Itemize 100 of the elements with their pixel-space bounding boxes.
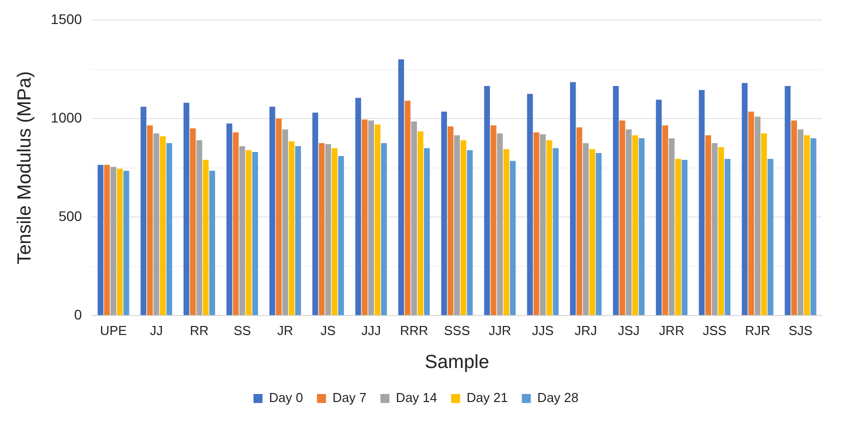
bar [656, 100, 662, 316]
x-tick-label: JJS [532, 322, 554, 338]
bar [748, 112, 754, 316]
bar [209, 170, 216, 316]
bar [460, 140, 466, 316]
bar [527, 94, 533, 316]
bar [98, 164, 104, 316]
bar [424, 148, 430, 316]
x-tick-label: SSS [444, 322, 470, 338]
bar [282, 129, 288, 316]
x-tick-label: RJR [744, 322, 770, 338]
bar [466, 150, 473, 316]
bar [184, 102, 190, 316]
x-tick-label: UPE [100, 322, 128, 338]
bar [484, 86, 490, 316]
bar [110, 166, 116, 316]
x-tick-label: JJJ [361, 322, 381, 338]
bar [454, 135, 460, 316]
legend-label: Day 28 [537, 390, 579, 406]
bar [153, 133, 160, 316]
legend-label: Day 7 [332, 390, 366, 406]
bar [490, 125, 496, 316]
x-tick-label: JJ [150, 322, 163, 338]
bar [104, 164, 110, 316]
x-tick-label: JSS [702, 322, 727, 338]
x-tick-label: JJR [488, 322, 512, 338]
bar [540, 134, 546, 316]
bar [810, 138, 816, 316]
bar [338, 156, 344, 316]
bar [123, 170, 130, 316]
bar [362, 120, 368, 316]
bar [754, 116, 760, 316]
bar [612, 86, 619, 316]
bar [503, 149, 510, 316]
bar [712, 143, 718, 316]
bar [411, 121, 417, 316]
bar [804, 135, 810, 316]
bar [768, 158, 774, 316]
bar [705, 135, 712, 316]
bar [552, 148, 559, 316]
x-tick-label: JS [320, 322, 336, 338]
bar [761, 133, 767, 316]
bar [269, 106, 276, 316]
bar [662, 125, 668, 316]
bar [252, 152, 258, 316]
legend-label: Day 14 [396, 390, 438, 406]
legend-label: Day 0 [269, 390, 303, 406]
bar [784, 86, 791, 316]
bar [381, 143, 387, 316]
bar [246, 150, 252, 316]
bar [675, 158, 682, 316]
bar [332, 148, 338, 316]
bar [404, 100, 410, 316]
bar [160, 136, 166, 316]
x-tick-label: JRJ [574, 322, 597, 338]
bar [202, 160, 209, 316]
bar [798, 129, 804, 316]
bar [147, 125, 153, 316]
bar [355, 98, 362, 316]
x-tick-label: JSJ [618, 322, 640, 338]
bar [312, 112, 318, 316]
x-tick-label: SJS [788, 322, 813, 338]
bar [546, 140, 552, 316]
bar [166, 143, 172, 316]
bar [418, 131, 424, 316]
x-axis-title: Sample [424, 352, 490, 373]
bar [232, 132, 239, 316]
bar [288, 141, 295, 316]
x-tick-label: JRR [659, 322, 684, 338]
x-tick-label: RRR [400, 322, 428, 338]
bar [497, 133, 503, 316]
bar [791, 120, 797, 316]
bar [226, 123, 232, 316]
bar [742, 83, 748, 316]
bar [190, 128, 196, 316]
bar [534, 132, 540, 316]
bar [374, 124, 380, 316]
x-tick-label: JR [277, 322, 294, 338]
bar [448, 126, 454, 316]
bar [682, 160, 688, 316]
x-tick-label: SS [234, 322, 252, 338]
bar [576, 127, 582, 316]
bar [116, 168, 123, 316]
bar [510, 160, 516, 316]
bar [398, 59, 404, 316]
legend-label: Day 21 [466, 390, 508, 406]
bar [638, 138, 645, 316]
y-axis-title: Tensile Modulus (MPa) [14, 71, 36, 264]
bar [239, 146, 246, 316]
bar [276, 118, 282, 316]
bar [626, 129, 632, 316]
bar [632, 135, 638, 316]
y-tick-label: 1000 [50, 109, 82, 126]
bar [441, 112, 447, 316]
bar [318, 143, 325, 316]
bar [668, 138, 675, 316]
bar [589, 149, 596, 316]
bar [718, 147, 724, 316]
bar [325, 144, 332, 316]
bar [140, 106, 146, 316]
